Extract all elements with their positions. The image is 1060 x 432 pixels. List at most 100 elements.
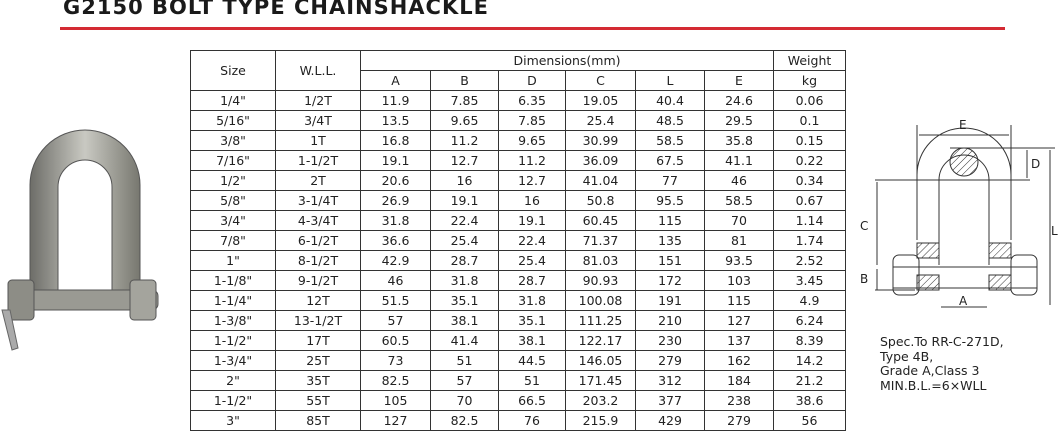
table-cell: 21.2 <box>773 370 846 391</box>
header-dim-c: C <box>565 70 636 91</box>
table-cell: 16 <box>430 170 499 191</box>
table-cell: 3.45 <box>773 270 846 291</box>
table-cell: 137 <box>704 330 774 351</box>
table-cell: 6.35 <box>498 90 566 111</box>
header-wll: W.L.L. <box>275 50 361 91</box>
table-cell: 5/8" <box>190 190 276 211</box>
table-cell: 4.9 <box>773 290 846 311</box>
table-cell: 162 <box>704 350 774 371</box>
table-cell: 35.1 <box>430 290 499 311</box>
table-cell: 24.6 <box>704 90 774 111</box>
table-cell: 51 <box>430 350 499 371</box>
table-cell: 48.5 <box>635 110 705 131</box>
table-cell: 35T <box>275 370 361 391</box>
table-row: 1-3/8" 13-1/2T 57 38.1 35.1 111.25 210 127 6.24 <box>190 310 846 331</box>
table-cell: 1T <box>275 130 361 151</box>
table-cell: 2.52 <box>773 250 846 271</box>
table-cell: 172 <box>635 270 705 291</box>
label-c: C <box>860 219 868 233</box>
table-cell: 7/16" <box>190 150 276 171</box>
table-cell: 7.85 <box>498 110 566 131</box>
table-cell: 16.8 <box>360 130 431 151</box>
table-cell: 146.05 <box>565 350 636 371</box>
label-e: E <box>959 118 967 132</box>
table-cell: 19.1 <box>360 150 431 171</box>
table-cell: 19.05 <box>565 90 636 111</box>
table-cell: 82.5 <box>360 370 431 391</box>
table-cell: 151 <box>635 250 705 271</box>
table-cell: 60.45 <box>565 210 636 231</box>
table-cell: 12T <box>275 290 361 311</box>
table-cell: 2" <box>190 370 276 391</box>
table-cell: 279 <box>635 350 705 371</box>
table-cell: 31.8 <box>360 210 431 231</box>
table-cell: 16 <box>498 190 566 211</box>
table-cell: 67.5 <box>635 150 705 171</box>
table-cell: 4-3/4T <box>275 210 361 231</box>
table-cell: 127 <box>360 410 431 431</box>
table-cell: 191 <box>635 290 705 311</box>
table-cell: 5/16" <box>190 110 276 131</box>
table-cell: 7/8" <box>190 230 276 251</box>
table-cell: 0.15 <box>773 130 846 151</box>
table-row: 1-1/2" 55T 105 70 66.5 203.2 377 238 38.6 <box>190 390 846 411</box>
table-cell: 29.5 <box>704 110 774 131</box>
table-cell: 1/4" <box>190 90 276 111</box>
table-cell: 95.5 <box>635 190 705 211</box>
header-dim-e: E <box>704 70 774 91</box>
table-cell: 51 <box>498 370 566 391</box>
table-cell: 1-1/2T <box>275 150 361 171</box>
table-cell: 19.1 <box>430 190 499 211</box>
table-row: 1/4" 1/2T 11.9 7.85 6.35 19.05 40.4 24.6 0.06 <box>190 90 846 111</box>
table-row: 3" 85T 127 82.5 76 215.9 429 279 56 <box>190 410 846 431</box>
table-cell: 26.9 <box>360 190 431 211</box>
table-cell: 12.7 <box>498 170 566 191</box>
table-cell: 81.03 <box>565 250 636 271</box>
table-cell: 36.6 <box>360 230 431 251</box>
label-b: B <box>860 272 868 286</box>
table-cell: 7.85 <box>430 90 499 111</box>
spec-line: Grade A,Class 3 <box>880 363 980 378</box>
table-row: 2" 35T 82.5 57 51 171.45 312 184 21.2 <box>190 370 846 391</box>
table-cell: 73 <box>360 350 431 371</box>
spec-notes: Spec.To RR-C-271D, Type 4B, Grade A,Clas… <box>880 334 1004 393</box>
spec-line: Spec.To RR-C-271D, <box>880 334 1004 349</box>
table-cell: 66.5 <box>498 390 566 411</box>
table-cell: 1" <box>190 250 276 271</box>
table-cell: 429 <box>635 410 705 431</box>
table-cell: 135 <box>635 230 705 251</box>
header-dim-d: D <box>498 70 566 91</box>
table-cell: 60.5 <box>360 330 431 351</box>
table-cell: 38.1 <box>498 330 566 351</box>
table-cell: 57 <box>430 370 499 391</box>
spec-line: Type 4B, <box>880 348 934 364</box>
header-dimensions: Dimensions(mm) <box>360 50 774 71</box>
table-cell: 11.9 <box>360 90 431 111</box>
header-size: Size <box>190 50 276 91</box>
table-cell: 28.7 <box>498 270 566 291</box>
header-weight: Weight <box>773 50 846 71</box>
table-cell: 3-1/4T <box>275 190 361 211</box>
table-cell: 76 <box>498 410 566 431</box>
table-cell: 42.9 <box>360 250 431 271</box>
table-cell: 71.37 <box>565 230 636 251</box>
table-cell: 203.2 <box>565 390 636 411</box>
table-cell: 81 <box>704 230 774 251</box>
table-row: 1-1/2" 17T 60.5 41.4 38.1 122.17 230 137 8.39 <box>190 330 846 351</box>
table-cell: 14.2 <box>773 350 846 371</box>
table-cell: 9.65 <box>498 130 566 151</box>
table-cell: 85T <box>275 410 361 431</box>
table-cell: 1/2" <box>190 170 276 191</box>
table-cell: 127 <box>704 310 774 331</box>
table-cell: 312 <box>635 370 705 391</box>
table-cell: 0.67 <box>773 190 846 211</box>
table-cell: 1-3/8" <box>190 310 276 331</box>
table-cell: 51.5 <box>360 290 431 311</box>
table-row: 1-1/4" 12T 51.5 35.1 31.8 100.08 191 115 4.9 <box>190 290 846 311</box>
table-cell: 35.8 <box>704 130 774 151</box>
table-cell: 57 <box>360 310 431 331</box>
table-cell: 25.4 <box>430 230 499 251</box>
table-cell: 0.06 <box>773 90 846 111</box>
table-cell: 30.99 <box>565 130 636 151</box>
